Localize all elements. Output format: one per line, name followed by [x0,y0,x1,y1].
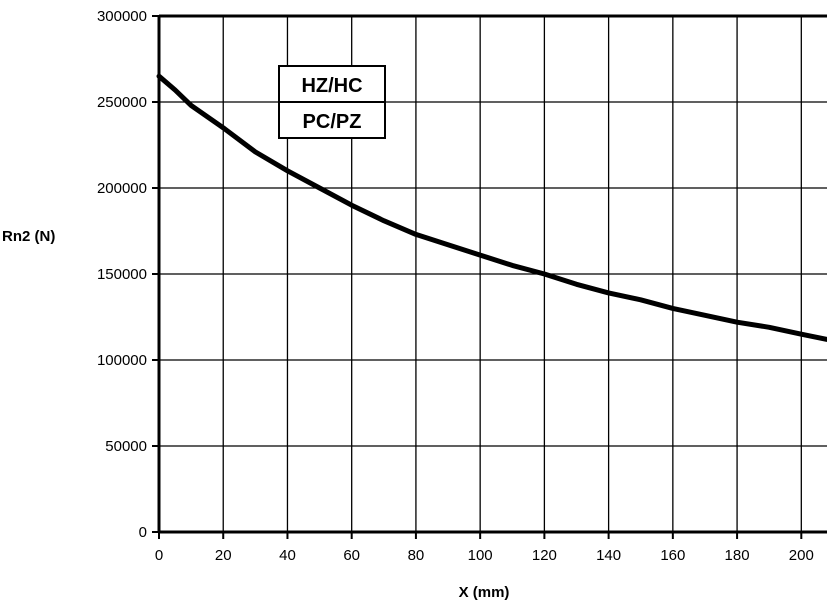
x-tick-label: 140 [596,547,621,564]
y-tick-label: 50000 [105,438,147,455]
grid [159,16,827,532]
y-tick-label: 150000 [97,266,147,283]
x-tick-label: 200 [789,547,814,564]
y-tick-label: 250000 [97,94,147,111]
y-tick-labels: 0 50000 100000 150000 200000 250000 300000 [97,8,147,541]
legend-entry: PC/PZ [303,111,362,133]
x-tick-label: 120 [532,547,557,564]
y-tick-label: 100000 [97,352,147,369]
x-tick-label: 40 [279,547,296,564]
axes [152,14,827,539]
legend-entry: HZ/HC [301,75,362,97]
x-tick-label: 80 [408,547,425,564]
x-tick-labels: 0 20 40 60 80 100 120 140 160 180 200 [155,547,814,564]
y-tick-label: 300000 [97,8,147,25]
x-tick-label: 160 [660,547,685,564]
y-axis-label: Rn2 (N) [2,228,55,245]
y-tick-label: 200000 [97,180,147,197]
x-tick-label: 60 [343,547,360,564]
x-tick-label: 0 [155,547,163,564]
y-tick-label: 0 [139,524,147,541]
x-tick-label: 100 [468,547,493,564]
series-line [156,73,827,342]
x-tick-label: 20 [215,547,232,564]
legend: HZ/HC PC/PZ [278,65,386,139]
x-tick-label: 180 [725,547,750,564]
x-axis-label: X (mm) [459,584,510,601]
